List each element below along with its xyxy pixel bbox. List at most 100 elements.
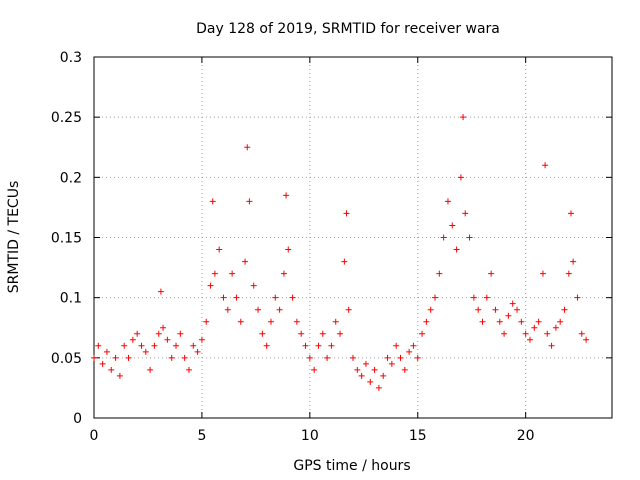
data-point: [345, 306, 352, 313]
data-points: [91, 114, 590, 391]
data-point: [375, 384, 382, 391]
data-point: [157, 288, 164, 295]
data-point: [181, 354, 188, 361]
data-point: [177, 330, 184, 337]
data-point: [567, 210, 574, 217]
data-point: [211, 270, 218, 277]
data-point: [419, 330, 426, 337]
x-tick-label: 20: [517, 428, 535, 444]
data-point: [207, 282, 214, 289]
chart-title: Day 128 of 2019, SRMTID for receiver war…: [196, 21, 500, 37]
data-point: [319, 330, 326, 337]
data-point: [276, 306, 283, 313]
data-point: [518, 318, 525, 325]
data-point: [578, 330, 585, 337]
data-point: [91, 354, 97, 361]
data-point: [134, 330, 141, 337]
data-point: [194, 348, 201, 355]
x-tick-label: 0: [90, 428, 99, 444]
data-point: [401, 366, 408, 373]
y-tick-label: 0.1: [60, 291, 82, 307]
data-point: [209, 198, 216, 205]
data-point: [514, 306, 521, 313]
data-point: [509, 300, 516, 307]
x-tick-label: 10: [301, 428, 319, 444]
data-point: [557, 318, 564, 325]
data-point: [216, 246, 223, 253]
data-point: [453, 246, 460, 253]
data-point: [298, 330, 305, 337]
data-point: [259, 330, 266, 337]
data-point: [343, 210, 350, 217]
data-point: [121, 342, 128, 349]
data-point: [142, 348, 149, 355]
data-point: [388, 360, 395, 367]
data-point: [501, 330, 508, 337]
data-point: [427, 306, 434, 313]
data-point: [108, 366, 115, 373]
data-point: [151, 342, 158, 349]
data-point: [570, 258, 577, 265]
data-point: [406, 348, 413, 355]
data-point: [283, 192, 290, 199]
data-point: [462, 210, 469, 217]
data-point: [341, 258, 348, 265]
data-point: [470, 294, 477, 301]
data-point: [311, 366, 318, 373]
axis-ticks: 0 0.05 0.1 0.15 0.2 0.25 0.3 0 5 10 15 20: [51, 50, 612, 444]
data-point: [583, 336, 590, 343]
y-axis-label: SRMTID / TECUs: [6, 181, 22, 294]
data-point: [483, 294, 490, 301]
data-point: [147, 366, 154, 373]
data-point: [410, 342, 417, 349]
data-point: [440, 234, 447, 241]
data-point: [168, 354, 175, 361]
data-point: [229, 270, 236, 277]
data-point: [224, 306, 231, 313]
data-point: [103, 348, 110, 355]
data-point: [466, 234, 473, 241]
data-point: [423, 318, 430, 325]
data-point: [371, 366, 378, 373]
data-point: [267, 318, 274, 325]
data-point: [160, 324, 167, 331]
data-point: [280, 270, 287, 277]
data-point: [263, 342, 270, 349]
data-point: [155, 330, 162, 337]
data-point: [306, 354, 313, 361]
y-tick-label: 0.25: [51, 110, 82, 126]
data-point: [539, 270, 546, 277]
data-point: [488, 270, 495, 277]
data-point: [198, 336, 205, 343]
data-point: [164, 336, 171, 343]
data-point: [548, 342, 555, 349]
y-tick-label: 0: [73, 411, 82, 427]
data-point: [384, 354, 391, 361]
data-point: [542, 162, 549, 169]
data-point: [302, 342, 309, 349]
data-point: [574, 294, 581, 301]
data-point: [285, 246, 292, 253]
data-point: [185, 366, 192, 373]
data-point: [552, 324, 559, 331]
data-point: [95, 342, 102, 349]
data-point: [315, 342, 322, 349]
data-point: [496, 318, 503, 325]
data-point: [535, 318, 542, 325]
data-point: [475, 306, 482, 313]
data-point: [362, 360, 369, 367]
y-tick-label: 0.3: [60, 50, 82, 66]
data-point: [505, 312, 512, 319]
data-point: [460, 114, 467, 121]
data-point: [393, 342, 400, 349]
data-point: [220, 294, 227, 301]
data-point: [112, 354, 119, 361]
data-point: [565, 270, 572, 277]
data-point: [479, 318, 486, 325]
data-point: [246, 198, 253, 205]
data-point: [522, 330, 529, 337]
data-point: [544, 330, 551, 337]
data-point: [244, 144, 251, 151]
grid: [94, 57, 612, 418]
data-point: [397, 354, 404, 361]
